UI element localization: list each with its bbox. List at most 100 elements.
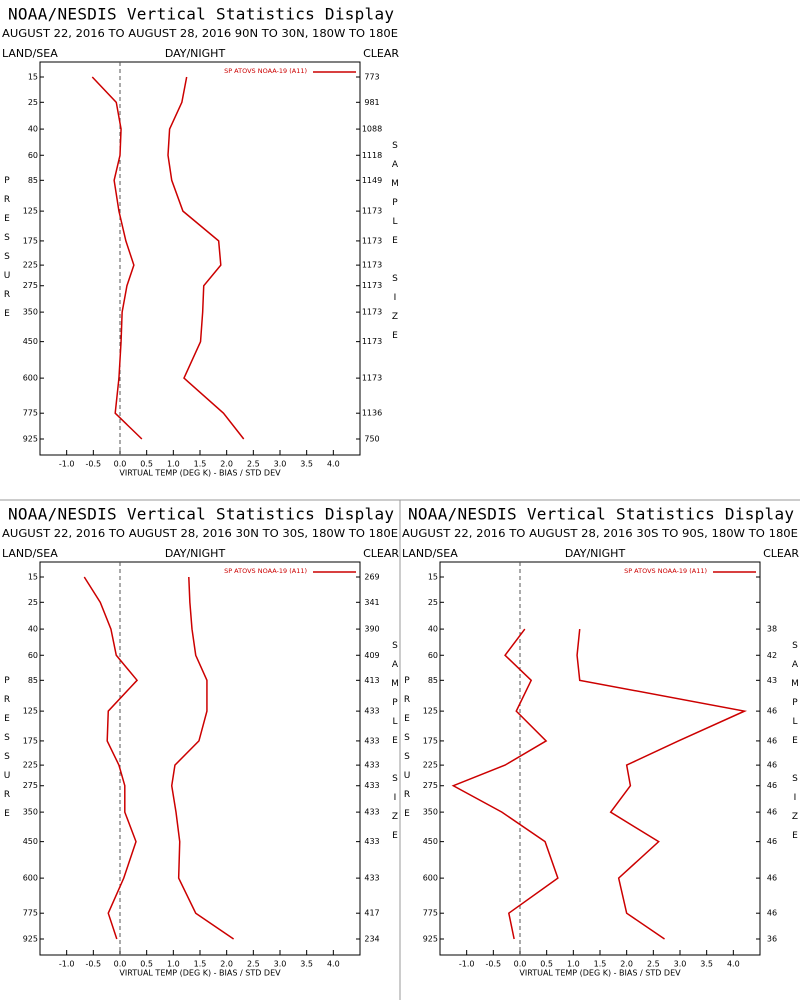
x-tick-label: 2.0: [220, 460, 233, 469]
sample-size: 38: [767, 625, 777, 634]
sample-size: 43: [767, 676, 777, 685]
sample-size: 417: [364, 909, 379, 918]
sample-size: 773: [364, 73, 379, 82]
y-tick-label: 85: [428, 676, 438, 685]
right-header: CLEAR: [363, 547, 399, 560]
bias-line: [91, 76, 143, 440]
y-axis-label: PRESSURE: [2, 676, 12, 828]
x-tick-label: 3.0: [674, 960, 687, 969]
sample-size: 46: [767, 761, 777, 770]
panel-title: NOAA/NESDIS Vertical Statistics Display: [8, 505, 394, 524]
x-tick-label: 4.0: [727, 960, 740, 969]
x-tick-label: 3.0: [274, 960, 287, 969]
x-tick-label: 2.5: [247, 460, 260, 469]
y-tick-label: 350: [23, 808, 38, 817]
x-tick-label: 1.5: [594, 960, 607, 969]
x-tick-label: 2.0: [220, 960, 233, 969]
sample-size: 433: [364, 707, 379, 716]
x-tick-label: 1.5: [194, 960, 207, 969]
y-tick-label: 925: [23, 935, 38, 944]
y-tick-label: 15: [28, 573, 38, 582]
sample-size: 42: [767, 651, 777, 660]
x-tick-label: 0.5: [140, 460, 153, 469]
std-dev-line: [576, 629, 748, 940]
y-tick-label: 225: [423, 761, 438, 770]
sample-size: 46: [767, 808, 777, 817]
x-tick-label: 1.0: [567, 960, 580, 969]
x-tick-label: -1.0: [59, 960, 75, 969]
x-tick-label: -1.0: [459, 960, 475, 969]
x-tick-label: 2.5: [647, 960, 660, 969]
sample-size: 433: [364, 761, 379, 770]
sample-size: 390: [364, 625, 379, 634]
plot-frame: [39, 561, 361, 956]
y-tick-label: 40: [28, 125, 38, 134]
y-tick-label: 125: [23, 207, 38, 216]
y-tick-label: 350: [23, 308, 38, 317]
x-tick-label: 0.5: [140, 960, 153, 969]
sample-size: 1173: [362, 261, 382, 270]
sample-size: 269: [364, 573, 379, 582]
y-tick-label: 60: [28, 651, 38, 660]
panel: NOAA/NESDIS Vertical Statistics Display A…: [2, 5, 399, 478]
sample-size: 234: [364, 935, 379, 944]
bias-line: [451, 628, 559, 940]
sample-size: 1173: [362, 236, 382, 245]
panel-subtitle: AUGUST 22, 2016 TO AUGUST 28, 2016 30N T…: [2, 527, 398, 540]
x-tick-label: 1.0: [167, 460, 180, 469]
x-tick-label: 3.5: [300, 460, 313, 469]
right-header: CLEAR: [363, 47, 399, 60]
x-tick-label: 3.5: [300, 960, 313, 969]
y-tick-label: 275: [23, 281, 38, 290]
plot-frame: [39, 61, 361, 456]
x-tick-label: 4.0: [327, 960, 340, 969]
y-tick-label: 175: [23, 236, 38, 245]
y-tick-label: 775: [23, 909, 38, 918]
left-header: LAND/SEA: [2, 47, 58, 60]
panel-subtitle: AUGUST 22, 2016 TO AUGUST 28, 2016 90N T…: [2, 27, 398, 40]
plot-frame: [439, 561, 761, 956]
sample-size: 981: [364, 98, 379, 107]
sample-size: 433: [364, 808, 379, 817]
sample-size: 46: [767, 781, 777, 790]
legend-label: SP ATOVS NOAA-19 (A11): [224, 567, 307, 575]
x-tick-label: 0.5: [540, 960, 553, 969]
panel-title: NOAA/NESDIS Vertical Statistics Display: [8, 5, 394, 24]
y-tick-label: 600: [423, 874, 438, 883]
y-tick-label: 450: [23, 337, 38, 346]
y-tick-label: 25: [428, 598, 438, 607]
legend-label: SP ATOVS NOAA-19 (A11): [624, 567, 707, 575]
sample-size: 1173: [362, 308, 382, 317]
sample-size: 1088: [362, 125, 382, 134]
y-tick-label: 925: [423, 935, 438, 944]
sample-size: 1173: [362, 337, 382, 346]
y-tick-label: 350: [423, 808, 438, 817]
center-header: DAY/NIGHT: [165, 47, 226, 60]
x-tick-label: 2.5: [247, 960, 260, 969]
panel: NOAA/NESDIS Vertical Statistics Display A…: [2, 505, 399, 978]
sample-size: 46: [767, 736, 777, 745]
sample-size: 1173: [362, 281, 382, 290]
y-tick-label: 275: [423, 781, 438, 790]
x-tick-label: 3.5: [700, 960, 713, 969]
sample-size: 433: [364, 736, 379, 745]
y-tick-label: 85: [28, 176, 38, 185]
sample-size: 1149: [362, 176, 382, 185]
y-tick-label: 225: [23, 261, 38, 270]
sample-size: 341: [364, 598, 379, 607]
std-dev-line: [170, 576, 235, 940]
bias-line: [83, 576, 139, 940]
legend-label: SP ATOVS NOAA-19 (A11): [224, 67, 307, 75]
x-tick-label: -0.5: [86, 460, 102, 469]
sample-size: 1136: [362, 409, 382, 418]
sample-size: 46: [767, 909, 777, 918]
sample-size: 46: [767, 707, 777, 716]
y-tick-label: 25: [28, 598, 38, 607]
sample-size: 409: [364, 651, 379, 660]
y-tick-label: 175: [423, 736, 438, 745]
y-tick-label: 275: [23, 781, 38, 790]
sample-size: 433: [364, 781, 379, 790]
x-tick-label: 0.0: [114, 460, 127, 469]
sample-size: 433: [364, 874, 379, 883]
